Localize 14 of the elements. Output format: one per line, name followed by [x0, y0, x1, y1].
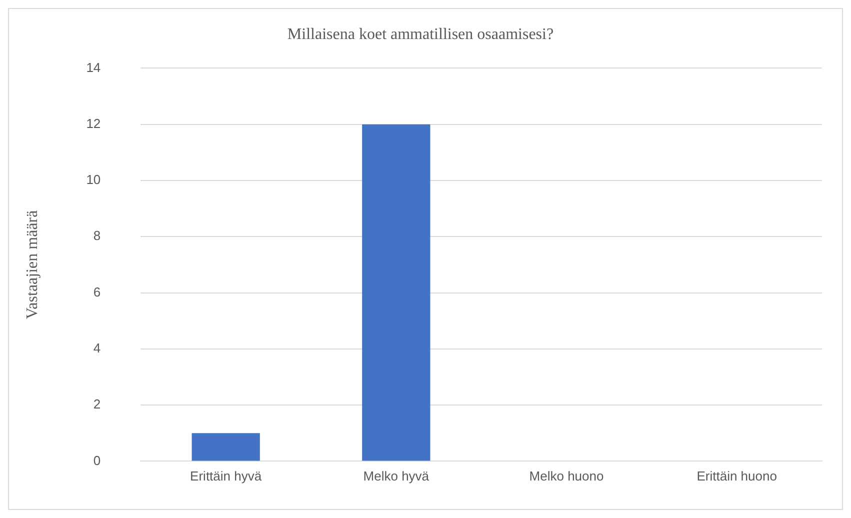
chart-title: Millaisena koet ammatillisen osaamisesi?	[287, 26, 554, 43]
x-tick-label: Erittäin hyvä	[190, 468, 262, 484]
y-tick-label: 14	[86, 60, 101, 75]
y-tick-label: 0	[93, 452, 101, 468]
x-tick-label: Melko hyvä	[363, 468, 430, 484]
y-tick-label: 12	[86, 116, 101, 131]
y-tick-label: 2	[93, 396, 101, 412]
y-tick-label: 6	[93, 284, 101, 300]
x-tick-label: Erittäin huono	[696, 468, 777, 484]
y-axis-title: Vastaajien määrä	[24, 210, 41, 320]
y-tick-label: 10	[86, 172, 101, 188]
y-tick-label: 4	[93, 340, 101, 356]
y-tick-label: 8	[93, 228, 101, 244]
x-tick-label: Melko huono	[529, 468, 604, 484]
